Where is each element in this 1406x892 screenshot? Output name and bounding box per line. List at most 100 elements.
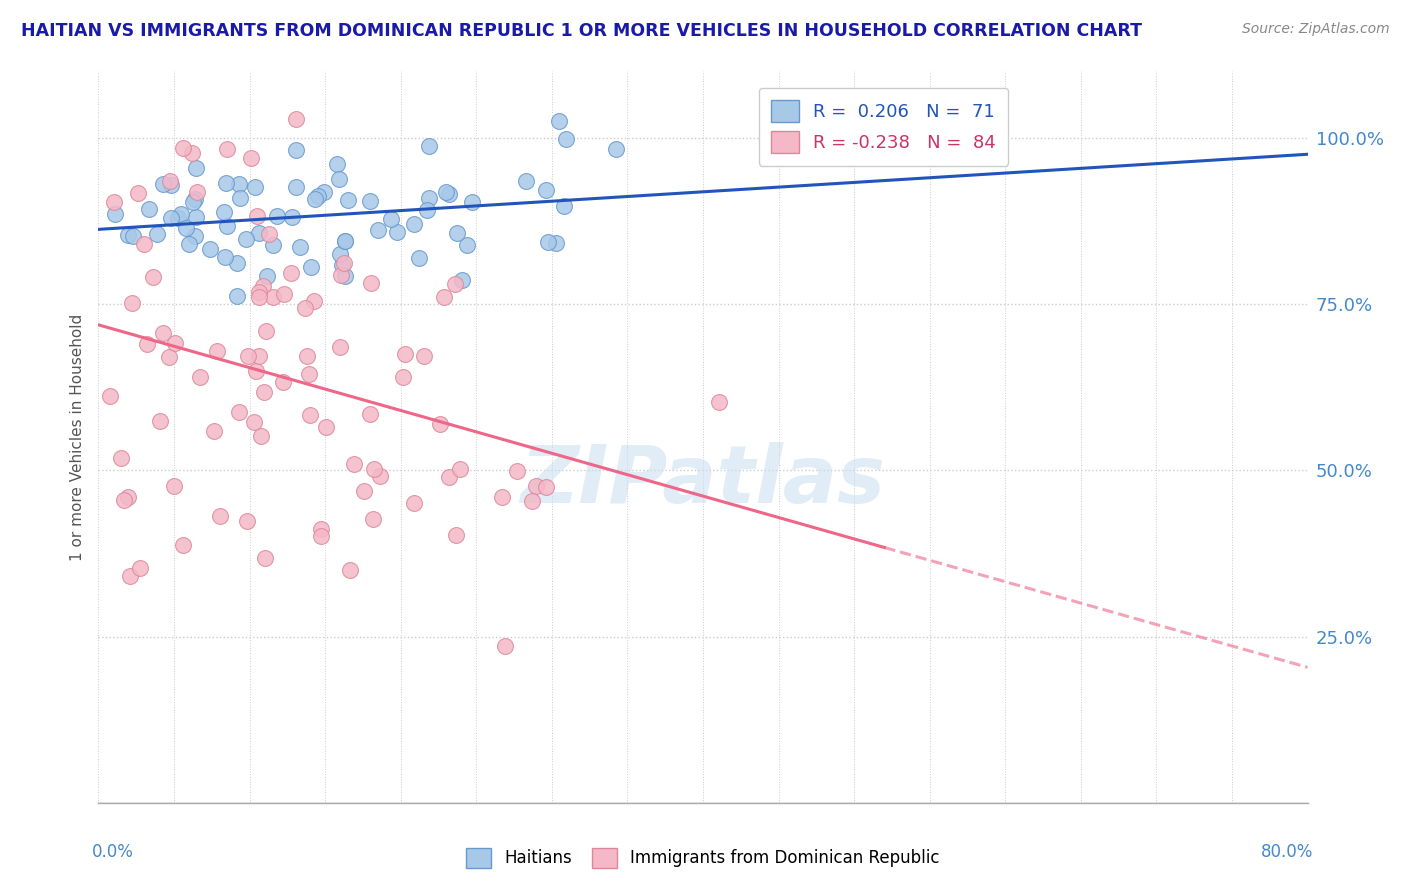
Point [127, 186, 149, 201]
Text: 80.0%: 80.0% [1261, 843, 1313, 861]
Point [368, 469, 391, 483]
Point [170, 207, 193, 221]
Point [112, 492, 135, 507]
Point [253, 385, 276, 400]
Point [273, 287, 295, 301]
Text: Source: ZipAtlas.com: Source: ZipAtlas.com [1241, 22, 1389, 37]
Point [103, 195, 125, 210]
Text: 0.0%: 0.0% [93, 843, 134, 861]
Point [247, 285, 270, 300]
Point [226, 289, 249, 303]
Point [256, 268, 278, 283]
Point [353, 483, 375, 498]
Point [110, 451, 132, 466]
Point [335, 235, 357, 249]
Point [328, 172, 350, 186]
Point [434, 186, 457, 200]
Point [146, 227, 169, 242]
Point [174, 221, 197, 235]
Point [249, 290, 271, 304]
Point [135, 337, 157, 351]
Point [547, 114, 569, 128]
Point [330, 268, 353, 283]
Point [312, 185, 335, 199]
Point [404, 496, 426, 510]
Point [534, 182, 557, 196]
Point [329, 340, 352, 354]
Point [460, 195, 482, 210]
Point [544, 235, 567, 250]
Point [262, 290, 284, 304]
Point [184, 210, 207, 224]
Point [359, 194, 381, 209]
Point [387, 226, 409, 240]
Point [181, 195, 204, 210]
Point [243, 180, 266, 194]
Legend: Haitians, Immigrants from Dominican Republic: Haitians, Immigrants from Dominican Repu… [460, 841, 946, 875]
Point [181, 146, 204, 161]
Point [416, 203, 439, 218]
Point [437, 187, 460, 202]
Point [177, 237, 200, 252]
Point [166, 211, 188, 226]
Point [413, 349, 436, 363]
Point [307, 188, 329, 202]
Point [330, 258, 353, 272]
Point [315, 420, 337, 434]
Point [215, 141, 238, 155]
Point [297, 349, 319, 363]
Point [205, 344, 228, 359]
Point [402, 217, 425, 231]
Point [367, 223, 389, 237]
Point [494, 639, 516, 653]
Point [326, 157, 349, 171]
Point [254, 550, 277, 565]
Point [209, 508, 232, 523]
Point [520, 494, 543, 508]
Point [235, 232, 257, 246]
Point [605, 143, 627, 157]
Point [329, 246, 352, 260]
Point [212, 204, 235, 219]
Text: ZIPatlas: ZIPatlas [520, 442, 886, 520]
Point [134, 236, 156, 251]
Point [160, 178, 183, 192]
Point [394, 346, 416, 360]
Point [444, 277, 467, 292]
Point [311, 522, 333, 536]
Point [361, 511, 384, 525]
Point [288, 240, 311, 254]
Point [149, 413, 172, 427]
Point [418, 191, 440, 205]
Point [343, 458, 366, 472]
Point [302, 294, 325, 309]
Point [285, 180, 308, 194]
Point [198, 242, 221, 256]
Point [285, 112, 308, 126]
Point [437, 470, 460, 484]
Point [172, 538, 194, 552]
Point [245, 364, 267, 378]
Point [104, 206, 127, 220]
Point [254, 324, 277, 338]
Point [202, 425, 225, 439]
Point [281, 211, 304, 225]
Point [339, 563, 361, 577]
Point [142, 270, 165, 285]
Point [311, 529, 333, 543]
Point [266, 209, 288, 223]
Point [359, 407, 381, 421]
Point [240, 151, 263, 165]
Legend: R =  0.206   N =  71, R = -0.238   N =  84: R = 0.206 N = 71, R = -0.238 N = 84 [759, 87, 1008, 166]
Point [188, 370, 211, 384]
Point [429, 417, 451, 431]
Point [226, 256, 249, 270]
Point [186, 185, 208, 199]
Point [122, 229, 145, 244]
Point [243, 415, 266, 429]
Point [335, 269, 357, 284]
Point [252, 279, 274, 293]
Point [363, 462, 385, 476]
Point [236, 349, 259, 363]
Point [117, 227, 139, 242]
